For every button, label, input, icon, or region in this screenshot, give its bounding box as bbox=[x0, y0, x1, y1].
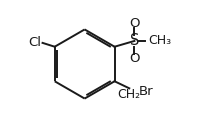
Text: O: O bbox=[129, 52, 140, 65]
Text: Br: Br bbox=[139, 85, 154, 98]
Text: Cl: Cl bbox=[28, 36, 41, 49]
Text: S: S bbox=[130, 33, 139, 49]
Text: O: O bbox=[129, 17, 140, 30]
Text: CH₃: CH₃ bbox=[148, 34, 171, 47]
Text: CH₂: CH₂ bbox=[118, 88, 141, 101]
